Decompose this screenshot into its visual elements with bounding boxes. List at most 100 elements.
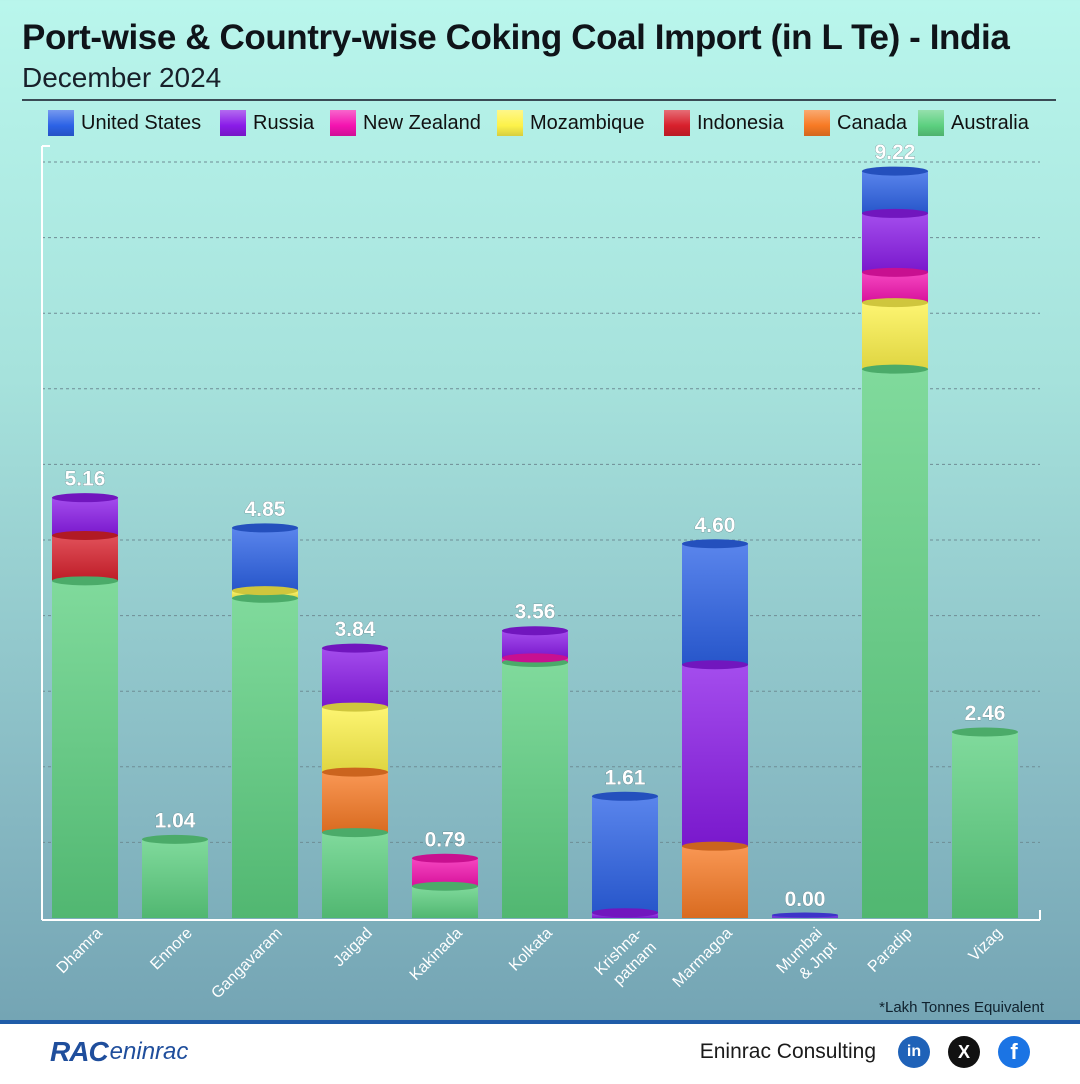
value-label-ennore: 1.04 xyxy=(155,809,196,832)
bar-cap-jaigad-mozambique xyxy=(322,702,388,712)
legend-swatch xyxy=(664,110,690,136)
bar-cap-paradip-russia xyxy=(862,208,928,218)
bar-segment-marmagoa-united-states xyxy=(682,543,748,665)
bar-ennore xyxy=(142,834,208,918)
category-label-kolkata: Kolkata xyxy=(506,925,556,975)
bar-marmagoa xyxy=(682,539,748,918)
bar-cap-dhamra-australia xyxy=(52,576,118,586)
bar-vizag xyxy=(952,727,1018,918)
legend-item-mozambique: Mozambique xyxy=(497,108,645,138)
axes xyxy=(41,145,1041,921)
bar-segment-kolkata-australia xyxy=(502,662,568,918)
bar-kolkata xyxy=(502,626,568,918)
bar-cap-marmagoa-russia xyxy=(682,660,748,670)
legend-swatch xyxy=(804,110,830,136)
bar-cap-jaigad-russia xyxy=(322,643,388,653)
brand-name: eninrac xyxy=(109,1038,189,1065)
category-label-marmagoa: Marmagoa xyxy=(670,925,736,991)
value-label-mumbai-jnpt: 0.00 xyxy=(785,888,826,911)
legend-item-canada: Canada xyxy=(804,108,907,138)
legend-swatch xyxy=(220,110,246,136)
x-icon[interactable]: X xyxy=(948,1036,980,1068)
bar-segment-dhamra-russia xyxy=(52,497,118,536)
bar-cap-kolkata-russia xyxy=(502,626,568,636)
category-label-gangavaram: Gangavaram xyxy=(208,925,285,1002)
unit-note: *Lakh Tonnes Equivalent xyxy=(879,999,1044,1016)
bar-segment-jaigad-mozambique xyxy=(322,707,388,773)
category-label-kakinada: Kakinada xyxy=(407,925,466,984)
legend-swatch xyxy=(330,110,356,136)
value-label-marmagoa: 4.60 xyxy=(695,514,736,537)
category-label-krishna-patnam: Krishna-patnam xyxy=(592,925,660,993)
legend-label: New Zealand xyxy=(363,111,481,134)
legend-label: Russia xyxy=(253,111,315,134)
facebook-icon[interactable]: f xyxy=(998,1036,1030,1068)
value-label-krishna-patnam: 1.61 xyxy=(605,766,646,789)
bar-segment-krishna-patnam-united-states xyxy=(592,796,658,913)
chart-title: Port-wise & Country-wise Coking Coal Imp… xyxy=(22,18,1010,57)
title-rule xyxy=(22,99,1056,101)
bar-cap-mumbai-jnpt-zero xyxy=(772,912,838,918)
legend-label: Australia xyxy=(951,111,1029,134)
bar-paradip xyxy=(862,166,928,918)
bars xyxy=(52,166,1018,918)
value-label-kolkata: 3.56 xyxy=(515,601,556,624)
bar-jaigad xyxy=(322,643,388,918)
bar-segment-dhamra-australia xyxy=(52,580,118,918)
legend-label: Canada xyxy=(837,111,908,134)
bar-cap-vizag-australia xyxy=(952,727,1018,737)
bar-segment-jaigad-canada xyxy=(322,772,388,833)
legend-label: United States xyxy=(81,111,202,134)
legend-item-united-states: United States xyxy=(48,108,201,138)
bar-cap-paradip-new-zealand xyxy=(862,267,928,277)
category-label-vizag: Vizag xyxy=(966,925,1006,965)
category-label-ennore: Ennore xyxy=(147,925,196,974)
bar-cap-kakinada-australia xyxy=(412,881,478,891)
bar-cap-jaigad-australia xyxy=(322,828,388,838)
bar-cap-paradip-mozambique xyxy=(862,298,928,308)
bar-segment-marmagoa-russia xyxy=(682,664,748,847)
brand-logo: RAC eninrac xyxy=(50,1036,188,1068)
value-label-kakinada: 0.79 xyxy=(425,828,466,851)
bar-cap-krishna-patnam-united-states xyxy=(592,791,658,801)
bar-segment-kolkata-russia xyxy=(502,630,568,658)
value-label-jaigad: 3.84 xyxy=(335,618,376,641)
bar-segment-paradip-united-states xyxy=(862,171,928,214)
bar-segment-paradip-australia xyxy=(862,369,928,918)
legend-item-russia: Russia xyxy=(220,108,314,138)
legend-swatch xyxy=(918,110,944,136)
bar-segment-kakinada-australia xyxy=(412,886,478,918)
stacked-bar-chart: 5.16 1.04 4.85 3.84 0.79 3.56 1.61 4.60 0.00 9.22… xyxy=(41,141,1041,1003)
bar-segment-gangavaram-australia xyxy=(232,598,298,918)
bar-segment-gangavaram-united-states xyxy=(232,527,298,591)
legend-item-australia: Australia xyxy=(918,108,1029,138)
bar-segment-ennore-australia xyxy=(142,839,208,918)
value-label-paradip: 9.22 xyxy=(875,141,916,164)
bar-cap-gangavaram-mozambique xyxy=(232,586,298,596)
legend-item-new-zealand: New Zealand xyxy=(330,108,481,138)
bar-cap-kolkata-new-zealand xyxy=(502,653,568,663)
bar-mumbai-jnpt xyxy=(772,912,838,918)
bar-segment-kakinada-new-zealand xyxy=(412,858,478,887)
bar-segment-paradip-russia xyxy=(862,213,928,273)
bar-segment-paradip-mozambique xyxy=(862,302,928,370)
bar-cap-paradip-australia xyxy=(862,364,928,374)
linkedin-icon[interactable]: in xyxy=(898,1036,930,1068)
value-labels: 5.16 1.04 4.85 3.84 0.79 3.56 1.61 4.60 0.00 9.22… xyxy=(64,141,1006,912)
chart-subtitle: December 2024 xyxy=(22,62,222,93)
bar-cap-kakinada-new-zealand xyxy=(412,853,478,863)
bar-gangavaram xyxy=(232,523,298,918)
legend-swatch xyxy=(497,110,523,136)
bar-segment-marmagoa-canada xyxy=(682,846,748,918)
bar-dhamra xyxy=(52,493,118,918)
bar-cap-paradip-united-states xyxy=(862,166,928,176)
value-label-vizag: 2.46 xyxy=(965,702,1006,725)
category-labels: Dhamra Ennore Gangavaram Jaigad Kakinada Kolk… xyxy=(54,925,1006,1003)
bar-cap-dhamra-indonesia xyxy=(52,530,118,540)
bar-segment-paradip-new-zealand xyxy=(862,272,928,303)
value-label-dhamra: 5.16 xyxy=(65,468,106,491)
value-label-gangavaram: 4.85 xyxy=(245,498,286,521)
bar-cap-jaigad-canada xyxy=(322,767,388,777)
bar-segment-jaigad-russia xyxy=(322,648,388,708)
company-name: Eninrac Consulting xyxy=(699,1040,876,1063)
